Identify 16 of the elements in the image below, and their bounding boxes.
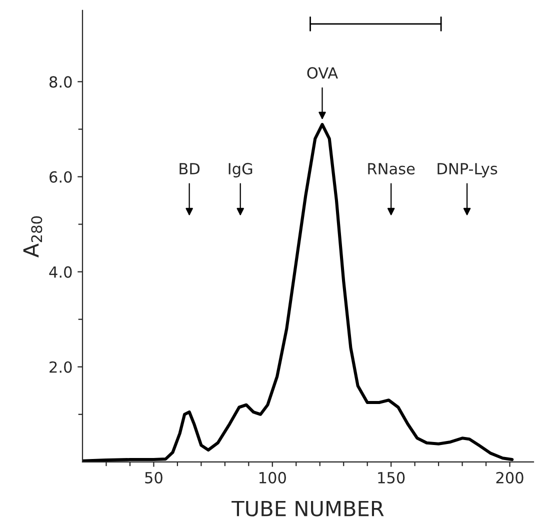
y-axis-title: A$_{280}$ [23, 216, 42, 258]
annotation: DNP-Lys [438, 163, 498, 178]
x-tick-label: 200 [496, 472, 524, 484]
x-tick-label: 150 [378, 472, 405, 484]
annotation: IgG [228, 162, 252, 178]
y-tick-label: 4.0 [49, 266, 72, 278]
y-tick-label: 8.0 [50, 76, 72, 88]
x-tick-label: 50 [145, 472, 162, 484]
y-tick-label: 6.0 [50, 171, 72, 183]
y-tick-label: 2.0 [50, 361, 72, 373]
x-axis-title: TUBE NUMBER [232, 500, 384, 516]
x-tick-label: 100 [259, 472, 286, 484]
line-series [82, 122, 514, 462]
annotation: RNase [368, 163, 415, 174]
annotation: OVA [307, 67, 338, 79]
annotation: BD [180, 163, 200, 174]
